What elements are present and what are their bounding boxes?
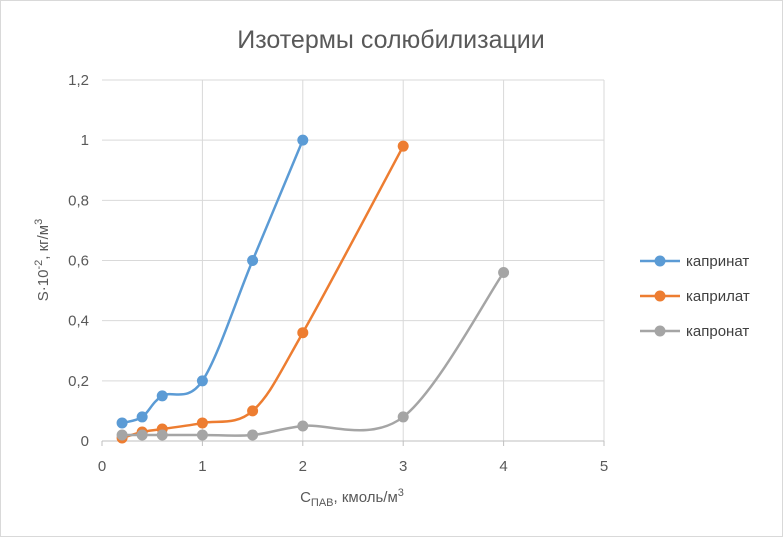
x-tick-label: 2	[299, 458, 307, 475]
legend-marker	[654, 325, 666, 337]
data-point	[397, 140, 409, 152]
series-1	[116, 134, 309, 429]
data-point	[196, 375, 208, 387]
y-tick-label: 0,6	[68, 253, 89, 270]
legend-item: капронат	[640, 323, 749, 340]
data-point	[136, 429, 148, 441]
legend-marker	[654, 255, 666, 267]
data-point	[136, 411, 148, 423]
series-3	[116, 267, 510, 441]
y-tick-label: 0,2	[68, 373, 89, 390]
y-axis: 0 0,2 0,4 0,6 0,8 1 1,2	[68, 72, 89, 450]
x-axis-label: CПАВ, кмоль/м3	[300, 487, 404, 509]
data-point	[297, 420, 309, 432]
y-tick-label: 1	[81, 132, 89, 149]
x-tick-label: 5	[600, 458, 608, 475]
data-point	[247, 255, 259, 266]
legend-label: капринат	[686, 253, 749, 270]
y-axis-label: S·10-2, кг/м3	[33, 219, 52, 301]
data-point	[116, 429, 128, 441]
gridlines	[102, 79, 605, 441]
data-point	[156, 429, 168, 441]
legend-label: каприлат	[686, 288, 750, 305]
data-point	[297, 134, 309, 146]
data-point	[156, 390, 168, 402]
legend-item: капринат	[640, 253, 749, 270]
y-tick-label: 0,4	[68, 313, 89, 330]
data-point	[116, 417, 128, 429]
x-tick-label: 4	[499, 458, 507, 475]
y-tick-label: 0	[81, 433, 89, 450]
legend-item: каприлат	[640, 288, 750, 305]
data-point	[397, 411, 409, 423]
y-tick-label: 1,2	[68, 72, 89, 89]
data-point	[247, 429, 259, 441]
data-point	[196, 417, 208, 429]
data-point	[498, 267, 510, 279]
x-axis-ticks: 0 1 2 3 4 5	[98, 458, 608, 475]
series-line	[122, 271, 505, 437]
legend-label: капронат	[686, 323, 749, 340]
series-layer	[116, 134, 510, 444]
y-tick-label: 0,8	[68, 192, 89, 209]
chart-title: Изотермы солюбилизации	[237, 26, 545, 54]
legend: капринат каприлат капронат	[640, 253, 750, 340]
data-point	[196, 429, 208, 441]
x-tick-label: 1	[198, 458, 206, 475]
data-point	[297, 327, 309, 339]
x-tick-label: 0	[98, 458, 106, 475]
x-tick-label: 3	[399, 458, 407, 475]
data-point	[247, 405, 259, 417]
x-axis	[101, 440, 605, 446]
legend-marker	[654, 290, 666, 302]
